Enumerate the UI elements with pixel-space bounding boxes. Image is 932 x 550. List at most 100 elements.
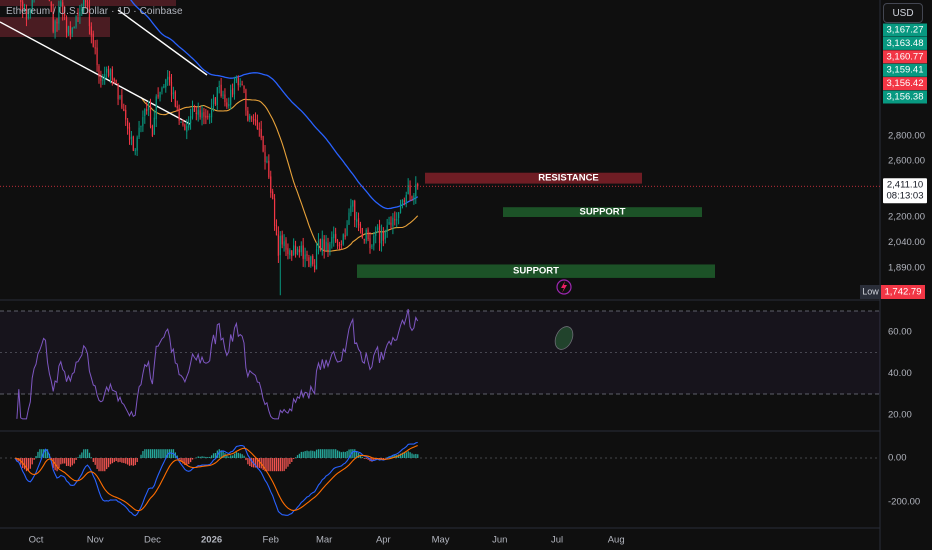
currency-button[interactable]: USD [883,3,923,23]
macd-histogram-bar [210,455,213,458]
candle-body [191,108,194,118]
candle-body [83,0,85,10]
macd-histogram-bar [94,458,96,465]
candle-body [62,2,64,13]
macd-histogram-bar [371,458,373,462]
macd-histogram-bar [258,458,260,468]
candle-body [75,16,77,27]
macd-histogram-bar [85,449,87,458]
candle-body [321,238,323,252]
candle-body [293,245,295,256]
price-badge-value: 3,156.38 [887,92,924,103]
candle-body [237,78,239,86]
candle-body [333,234,335,239]
candle-body [365,229,367,241]
macd-histogram-bar [96,458,98,469]
candle-body [121,94,123,108]
candle-body [283,241,285,247]
candle-body [90,26,92,36]
macd-histogram-bar [151,449,154,458]
macd-histogram-bar [73,458,75,464]
support-zone [503,207,702,217]
candle-body [224,94,226,103]
candle-body [136,137,138,151]
candle-body [170,82,173,96]
candle-body [29,9,31,14]
macd-histogram-bar [107,458,110,468]
macd-histogram-bar [413,454,415,458]
macd-histogram-bar [159,449,161,458]
macd-histogram-bar [207,457,209,458]
candle-body [270,176,272,193]
macd-histogram-bar [262,458,264,470]
candle-body [411,196,413,198]
candle-body [262,136,264,152]
macd-histogram-bar [401,452,404,458]
macd-histogram-bar [268,458,270,472]
candle-body [184,124,186,131]
candle-body [56,21,58,24]
macd-histogram-bar [365,458,367,459]
current-price-value: 2,411.10 [887,180,923,191]
candle-body [140,125,142,127]
candle-body [260,128,262,138]
macd-histogram-bar [333,449,335,458]
x-tick-label: Mar [316,535,332,546]
x-tick-label: May [432,535,450,546]
candle-body [388,221,390,225]
candle-body [188,122,190,128]
candle-body [159,91,161,98]
macd-histogram-bar [41,449,43,458]
macd-histogram-bar [331,449,333,458]
macd-histogram-bar [157,449,159,458]
macd-histogram-bar [23,458,26,470]
price-badge [883,36,927,50]
macd-histogram-bar [205,456,207,458]
candle-body [405,195,407,204]
macd-histogram-bar [109,458,112,465]
macd-histogram-bar [188,458,190,465]
candle-body [207,116,209,118]
x-tick-label: Aug [608,535,625,546]
macd-histogram-bar [64,458,66,464]
macd-histogram-bar [249,458,251,467]
macd-histogram-bar [203,456,205,458]
candle-body [54,21,56,33]
macd-histogram-bar [52,458,54,468]
candle-body [354,200,356,221]
macd-histogram-bar [272,458,274,472]
macd-histogram-bar [83,449,85,458]
candle-body [23,9,26,12]
candle-body [212,98,215,105]
macd-histogram-bar [86,449,89,458]
macd-histogram-bar [44,449,47,458]
macd-histogram-bar [199,456,201,458]
candle-body [285,239,287,250]
candle-body [209,116,211,118]
candle-body [155,96,157,120]
price-badge-value: 3,159.41 [887,65,924,76]
macd-tick-label: -200.00 [888,497,920,508]
candle-body [409,185,411,196]
macd-histogram-bar [98,458,100,472]
candle-body [273,198,276,226]
macd-histogram-bar [359,454,362,458]
candle-body [161,87,163,92]
candle-body [243,85,245,90]
candle-body [319,239,321,251]
macd-histogram-bar [296,455,299,458]
macd-histogram-bar [340,452,343,458]
candle-body [109,70,112,76]
macd-histogram-bar [180,458,182,462]
macd-histogram-bar [298,453,301,458]
macd-histogram-bar [394,454,396,458]
macd-histogram-bar [121,458,123,463]
candle-body [65,17,68,33]
macd-histogram-bar [189,458,192,463]
candle-body [226,102,228,107]
candle-body [338,245,341,247]
macd-histogram-bar [127,458,129,465]
candle-body [146,109,148,112]
macd-histogram-bar [354,449,356,458]
